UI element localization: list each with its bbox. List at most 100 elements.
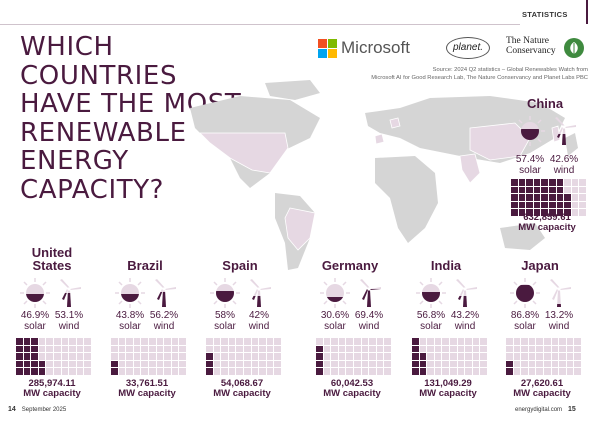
grid-cell <box>338 360 346 368</box>
grid-cell <box>449 353 457 360</box>
capacity-number: 632,859.61 <box>523 212 571 223</box>
grid-cell <box>274 360 281 368</box>
grid-cell <box>213 353 221 360</box>
grid-cell <box>457 368 465 375</box>
grid-cell <box>164 360 171 368</box>
wind-turbine-icon <box>549 116 579 146</box>
grid-cell <box>141 368 148 375</box>
grid-cell <box>141 353 148 360</box>
grid-cell <box>419 368 427 375</box>
grid-cell <box>251 338 259 345</box>
solar-share: 43.8% solar <box>110 310 150 332</box>
grid-cell <box>243 338 251 345</box>
capacity-value: 27,620.61 MW capacity <box>500 379 584 399</box>
grid-cell <box>141 360 148 368</box>
grid-cell <box>133 360 141 368</box>
grid-cell <box>76 338 84 345</box>
grid-cell <box>419 360 427 368</box>
grid-cell <box>434 360 442 368</box>
grid-cell <box>53 360 61 368</box>
grid-cell <box>148 360 156 368</box>
grid-cell <box>84 368 91 375</box>
grid-cell <box>16 338 23 345</box>
country-name: India <box>430 258 462 273</box>
grid-cell <box>164 338 171 345</box>
grid-cell <box>346 338 353 345</box>
partner-logos: Microsoft planet. The Nature Conservancy <box>318 36 588 62</box>
grid-cell <box>353 345 361 353</box>
grid-cell <box>419 353 427 360</box>
grid-cell <box>53 338 61 345</box>
grid-cell <box>564 209 571 216</box>
wind-share: 13.2% wind <box>539 310 579 332</box>
grid-cell <box>412 368 419 375</box>
grid-cell <box>141 345 148 353</box>
grid-cell <box>427 360 434 368</box>
grid-cell <box>38 368 46 375</box>
grid-cell <box>61 338 69 345</box>
capacity-value: 131,049.29 MW capacity <box>406 379 490 399</box>
grid-cell <box>548 201 556 209</box>
grid-cell <box>338 368 346 375</box>
grid-cell <box>266 360 274 368</box>
grid-cell <box>316 338 323 345</box>
grid-cell <box>480 345 487 353</box>
grid-cell <box>179 353 186 360</box>
capacity-grid <box>412 338 487 375</box>
grid-cell <box>111 338 118 345</box>
grid-cell <box>533 201 541 209</box>
solar-label: solar <box>24 321 46 332</box>
solar-percent: 56.8% <box>416 310 446 321</box>
page-number: 15 <box>568 406 576 413</box>
grid-cell <box>465 338 472 345</box>
grid-cell <box>528 338 536 345</box>
solar-share: 30.6% solar <box>315 310 355 332</box>
wind-share: 42.6% wind <box>544 154 584 176</box>
grid-cell <box>84 345 91 353</box>
grid-cell <box>361 345 369 353</box>
grid-cell <box>84 353 91 360</box>
solar-percent: 58% <box>214 310 235 321</box>
sun-icon <box>320 278 350 308</box>
grid-cell <box>111 353 118 360</box>
solar-label: solar <box>420 321 442 332</box>
planet-logo: planet. <box>446 37 490 59</box>
grid-cell <box>543 368 551 375</box>
grid-cell <box>171 368 179 375</box>
grid-cell <box>126 368 133 375</box>
grid-cell <box>346 360 353 368</box>
grid-cell <box>376 353 384 360</box>
grid-cell <box>579 194 586 201</box>
grid-cell <box>331 368 338 375</box>
tnc-line: The Nature <box>506 36 549 46</box>
grid-cell <box>206 345 213 353</box>
sun-icon <box>515 116 545 146</box>
grid-cell <box>156 345 164 353</box>
grid-cell <box>323 338 331 345</box>
grid-cell <box>518 209 526 216</box>
wind-share: 56.2% wind <box>144 310 184 332</box>
capacity-value: 285,974.11 MW capacity <box>10 379 94 399</box>
grid-cell <box>566 338 574 345</box>
grid-cell <box>442 353 449 360</box>
capacity-number: 60,042.53 <box>330 378 374 389</box>
grid-cell <box>259 345 266 353</box>
grid-cell <box>559 345 566 353</box>
grid-cell <box>213 345 221 353</box>
grid-cell <box>53 353 61 360</box>
grid-cell <box>541 186 548 194</box>
grid-cell <box>164 353 171 360</box>
grid-cell <box>533 186 541 194</box>
grid-cell <box>457 345 465 353</box>
grid-cell <box>346 353 353 360</box>
capacity-grid <box>111 338 186 375</box>
grid-cell <box>579 186 586 194</box>
capacity-number: 54,068.67 <box>220 378 264 389</box>
grid-cell <box>566 368 574 375</box>
grid-cell <box>353 360 361 368</box>
grid-cell <box>23 353 31 360</box>
grid-cell <box>480 360 487 368</box>
grid-cell <box>353 338 361 345</box>
grid-cell <box>361 368 369 375</box>
grid-cell <box>23 338 31 345</box>
